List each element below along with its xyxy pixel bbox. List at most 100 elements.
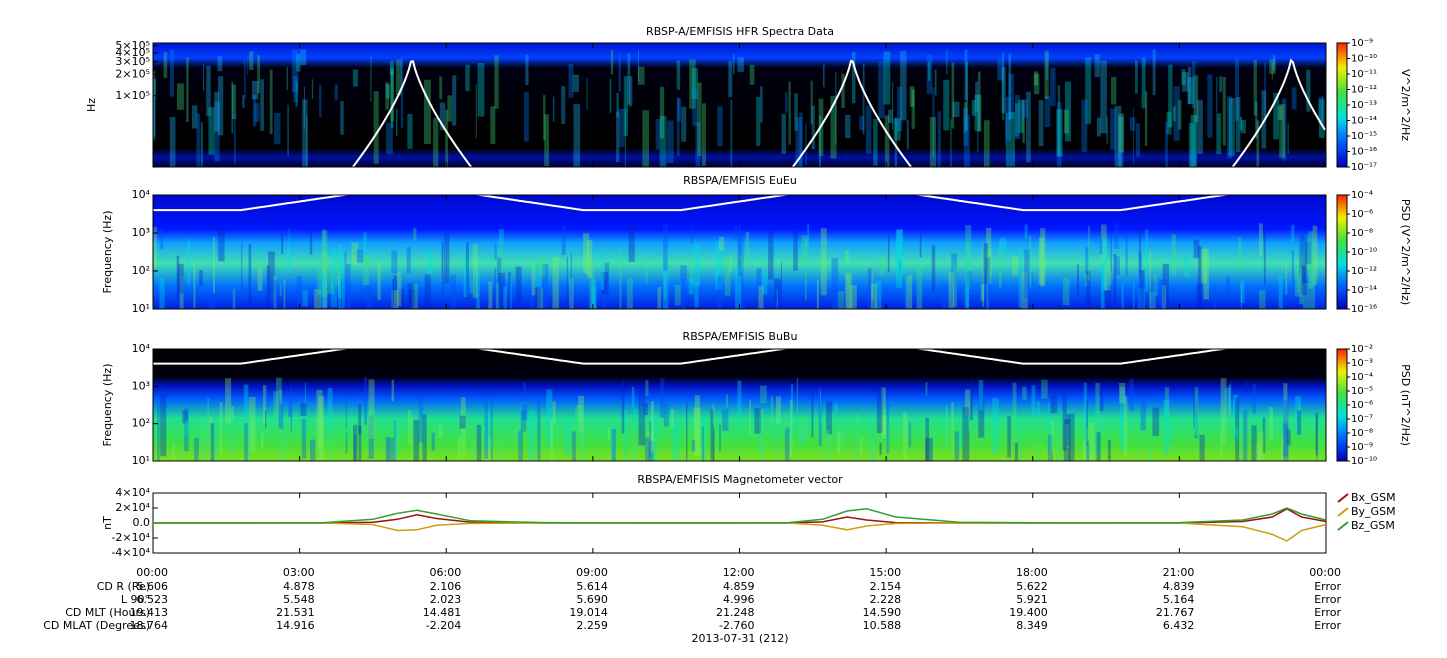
colorbar-tick-label: 10⁻¹³ [1351,100,1377,111]
spectrogram-texture [627,53,631,105]
ephemeris-value: 2.259 [576,619,608,632]
spectrogram-texture [1291,249,1295,286]
spectrogram-texture [510,416,513,448]
spectrogram-texture [373,91,379,164]
spectrogram-texture [200,420,206,461]
ephemeris-label: CD R (Re) [97,580,150,593]
spectrogram-texture [1129,379,1134,411]
spectrogram-texture [1287,123,1289,154]
spectrogram-texture [537,288,544,309]
spectrogram-texture [508,271,511,309]
spectrogram-texture [607,428,610,441]
colorbar-tick-label: 10⁻¹⁶ [1351,304,1377,315]
spectrogram-texture [485,437,492,461]
spectrogram-texture [735,267,742,309]
spectrogram-texture [193,264,196,308]
spectrogram-texture [824,430,830,461]
spectrogram-texture [218,227,225,262]
ephemeris-value: 21.248 [716,606,755,619]
spectrogram-texture [741,284,746,309]
spectrogram-texture [991,398,999,455]
spectrogram-texture [1041,379,1048,399]
spectrogram-texture [829,412,835,441]
spectrogram-texture [642,110,650,167]
spectrogram-texture [725,394,729,408]
spectrogram-texture [1240,418,1242,461]
spectrogram-texture [1123,396,1128,457]
legend-label: By_GSM [1351,505,1396,518]
spectrogram-texture [1291,224,1295,242]
spectrogram-texture [619,248,622,309]
white-curve [153,349,1230,365]
spectrogram-texture [1263,226,1266,285]
spectrogram-texture [1318,97,1322,123]
spectrogram-texture [1140,396,1146,431]
spectrogram-texture [998,241,1002,289]
spectrogram-texture [337,258,340,295]
spectrogram-texture [1001,66,1006,114]
spectrogram-texture [1201,249,1207,284]
spectrogram-texture [273,391,279,424]
colorbar-tick-label: 10⁻¹⁷ [1351,162,1377,173]
spectrogram-texture [1031,273,1033,309]
spectrogram-texture [951,402,954,454]
spectrogram-texture [696,419,698,448]
spectrogram-texture [496,257,502,309]
spectrogram-texture [788,81,791,145]
spectrogram-texture [1166,112,1172,135]
spectrogram-texture [893,118,901,141]
spectrogram-texture [442,242,444,295]
colorbar-tick-label: 10⁻⁹ [1351,442,1373,453]
spectrogram-texture [966,271,972,301]
spectrogram-texture [1297,257,1299,293]
spectrogram-texture [775,396,781,425]
spectrogram-texture [963,115,970,167]
spectrogram-texture [737,380,742,416]
spectrogram-texture [481,425,486,461]
spectrogram-texture [304,382,307,432]
spectrogram-texture [774,278,781,302]
spectrogram-texture [1277,105,1283,120]
ephemeris-label: L 90° [121,593,150,606]
spectrogram-texture [345,395,347,430]
ephemeris-value: 14.481 [423,606,462,619]
spectrogram-texture [762,271,768,295]
spectrogram-texture [1100,265,1106,309]
spectrogram-texture [1207,74,1213,138]
spectrogram-texture [1256,120,1260,167]
spectrogram-texture [691,68,698,99]
spectrogram-texture [894,117,898,167]
spectrogram-texture [676,97,680,157]
spectrogram-texture [974,94,982,132]
spectrogram-texture [1085,400,1088,446]
spectrogram-texture [248,396,256,452]
spectrogram-texture [398,288,405,309]
spectrogram-texture [737,57,744,72]
spectrogram-texture [754,408,762,434]
spectrogram-texture [664,275,666,299]
spectrogram-texture [1234,58,1240,121]
spectrogram-texture [1272,54,1276,71]
spectrogram-texture [645,257,648,284]
spectrogram-texture [1129,117,1136,131]
spectrogram-texture [1044,95,1051,128]
spectrogram-texture [831,258,839,309]
spectrogram-texture [469,279,474,294]
spectrogram-texture [902,412,908,459]
spectrogram-texture [826,401,833,435]
spectrogram-texture [819,115,822,167]
spectrogram-texture [1181,69,1186,85]
spectrogram-texture [975,81,979,112]
spectrogram-texture [937,111,941,167]
panel-title: RBSPA/EMFISIS Magnetometer vector [637,473,843,486]
spectrogram-texture [648,440,654,461]
ephemeris-value: 18.764 [130,619,169,632]
spectrogram-texture [1188,123,1196,167]
spectrogram-texture [233,114,236,165]
spectrogram-texture [871,268,874,300]
spectrogram-texture [281,233,284,255]
spectrogram-texture [1114,223,1119,250]
spectrogram-texture [393,420,398,461]
spectrogram-texture [398,430,401,456]
spectrogram-texture [358,404,362,435]
